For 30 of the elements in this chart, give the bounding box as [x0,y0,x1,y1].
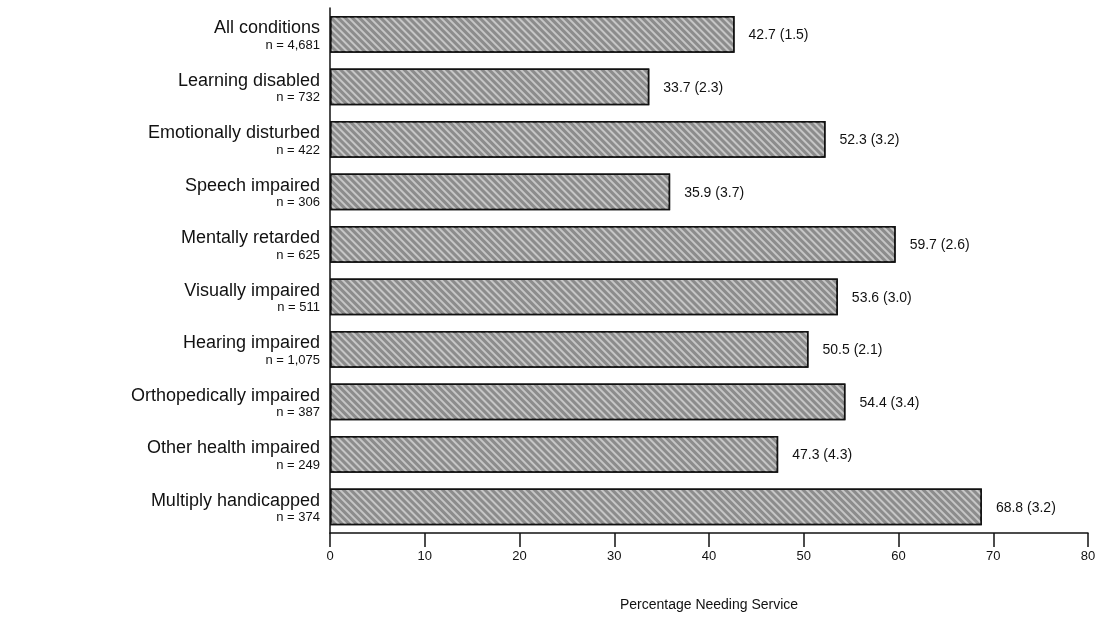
data-label: 53.6 (3.0) [851,288,912,305]
data-label: 52.3 (3.2) [839,131,900,148]
y-tick-label: Multiply handicapped n = 374 [150,489,320,525]
y-tick-label: Mentally retarded n = 625 [180,227,320,262]
data-label: 68.8 (3.2) [995,498,1056,515]
y-tick-label: Hearing impaired n = 1,075 [182,332,320,367]
x-tick-label: 20 [512,548,527,563]
x-tick-label: 10 [417,548,432,563]
x-tick-label: 0 [326,548,334,563]
x-tick-label: 80 [1080,548,1096,563]
data-label: 54.4 (3.4) [859,393,920,410]
x-tick-label: 40 [701,548,717,563]
data-label: 42.7 (1.5) [748,26,809,43]
x-tick-label: 70 [986,548,1001,563]
y-tick-label: Speech impaired n = 306 [184,174,320,210]
data-label: 47.3 (4.3) [792,446,853,463]
y-tick-label: Visually impaired n = 511 [184,279,320,315]
y-tick-label: Orthopedically impaired n = 387 [130,384,320,420]
y-tick-label: All conditions n = 4,681 [213,17,320,52]
y-tick-label: Emotionally disturbed n = 422 [147,122,320,157]
data-label: 50.5 (2.1) [822,341,883,358]
y-tick-label: Learning disabled n = 732 [177,69,320,105]
x-tick-label: 30 [607,548,622,563]
y-tick-label: Other health impaired n = 249 [146,437,320,472]
x-tick-label: 50 [796,548,811,563]
data-label: 33.7 (2.3) [663,78,724,95]
x-tick-label: 60 [891,548,906,563]
x-axis-title: Percentage Needing Service [619,596,799,612]
data-label: 35.9 (3.7) [684,183,745,200]
data-label: 59.7 (2.6) [909,236,970,253]
